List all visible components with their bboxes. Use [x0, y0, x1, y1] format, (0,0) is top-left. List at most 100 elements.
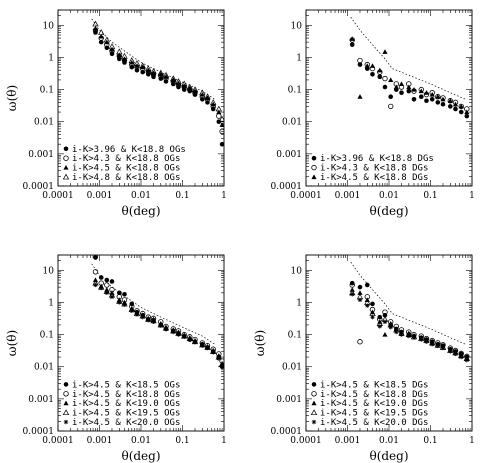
- data-point: [122, 302, 127, 307]
- data-point: [382, 331, 388, 337]
- data-point: [429, 96, 435, 102]
- x-tick-label: 1: [469, 191, 475, 201]
- data-point: [382, 75, 388, 82]
- legend-entry: i-K>4.5 & K<18.8 DGs: [320, 173, 428, 183]
- legend-entry: i-K>4.5 & K<19.5 DGs: [320, 409, 428, 419]
- data-point: [192, 340, 198, 345]
- x-tick-label: 0.0001: [290, 191, 322, 201]
- data-point: [382, 309, 388, 315]
- data-point: [357, 339, 363, 345]
- data-point: [464, 109, 470, 115]
- data-point: [418, 88, 424, 94]
- y-tick-label: 0.01: [282, 363, 302, 373]
- data-point: [93, 255, 98, 260]
- series-0: [93, 30, 224, 147]
- legend-marker: [63, 165, 69, 170]
- data-point: [218, 115, 224, 122]
- legend-entry: i-K>4.5 & K<18.8 OGs: [72, 164, 180, 174]
- data-point: [215, 105, 223, 112]
- y-tick-label: 0.01: [282, 118, 302, 128]
- axis-ticks: [57, 9, 225, 187]
- data-point: [150, 70, 157, 76]
- legend-marker: [63, 146, 69, 152]
- legend-entry: i-K>4.5 & K<18.8 DGs: [320, 390, 428, 400]
- data-point: [429, 91, 435, 97]
- data-point: [121, 56, 128, 62]
- x-tick-label: 0.1: [423, 436, 437, 446]
- y-tick-label: 0.001: [276, 150, 302, 160]
- legend-marker: [311, 391, 317, 397]
- legend-marker: [62, 173, 70, 180]
- y-tick-label: 0.0001: [271, 427, 303, 437]
- data-point: [104, 277, 110, 283]
- x-tick-label: 0.001: [87, 436, 113, 446]
- data-point: [139, 62, 146, 69]
- y-tick-label: 10: [43, 21, 55, 31]
- data-point: [382, 84, 388, 90]
- data-point: [453, 351, 458, 357]
- data-point: [210, 101, 216, 107]
- data-point: [464, 113, 470, 119]
- legend-entry: i-K>4.5 & K<18.5 DGs: [320, 380, 428, 390]
- data-point: [219, 141, 224, 147]
- data-point: [418, 94, 424, 100]
- x-tick-label: 0.0001: [290, 436, 322, 446]
- data-point: [151, 319, 156, 325]
- data-point: [216, 109, 222, 115]
- data-point: [170, 75, 177, 82]
- x-tick-label: 0.001: [335, 436, 361, 446]
- axis-ticks: [57, 254, 225, 432]
- data-point: [219, 363, 224, 368]
- data-point: [200, 343, 205, 348]
- data-point: [411, 335, 417, 340]
- data-point: [108, 43, 116, 49]
- data-point: [364, 63, 370, 68]
- data-point: [406, 88, 412, 94]
- data-point: [175, 80, 182, 86]
- data-point: [122, 291, 127, 297]
- legend-entry: i-K>4.5 & K<20.0 DGs: [320, 418, 428, 428]
- data-point: [187, 337, 193, 342]
- y-tick-label: 0.001: [276, 395, 302, 405]
- data-point: [448, 104, 453, 109]
- model-fit-line: [350, 16, 466, 100]
- data-point: [377, 324, 382, 329]
- plot-area: [91, 18, 224, 147]
- data-point: [205, 345, 210, 351]
- data-point: [92, 25, 99, 31]
- data-point: [349, 287, 355, 292]
- data-point: [424, 98, 429, 104]
- data-point: [448, 349, 453, 354]
- x-axis-label: θ(deg): [369, 204, 408, 218]
- data-point: [121, 52, 128, 59]
- data-point: [349, 42, 355, 47]
- data-point: [157, 69, 164, 76]
- x-axis-label: θ(deg): [121, 449, 160, 463]
- data-point: [181, 80, 188, 87]
- series-0: [349, 280, 470, 360]
- data-point: [382, 319, 388, 325]
- data-point: [116, 48, 123, 55]
- data-point: [219, 122, 224, 127]
- y-tick-label: 1: [48, 53, 54, 63]
- data-point: [158, 323, 164, 328]
- data-point: [199, 89, 206, 96]
- data-point: [134, 312, 140, 317]
- data-point: [411, 86, 417, 92]
- data-point: [377, 67, 383, 73]
- x-tick-label: 1: [221, 436, 227, 446]
- y-tick-label: 0.01: [34, 363, 54, 373]
- x-tick-label: 0.01: [131, 191, 151, 201]
- data-point: [369, 63, 376, 68]
- legend-marker: [311, 382, 317, 387]
- y-tick-label: 0.001: [28, 395, 54, 405]
- plot-area: [349, 261, 471, 363]
- data-point: [109, 294, 115, 300]
- data-point: [192, 92, 198, 97]
- axis-ticks: [305, 9, 473, 187]
- x-tick-label: 0.1: [175, 436, 189, 446]
- legend-entry: i-K>4.5 & K<18.5 OGs: [72, 380, 180, 390]
- data-point: [150, 68, 157, 74]
